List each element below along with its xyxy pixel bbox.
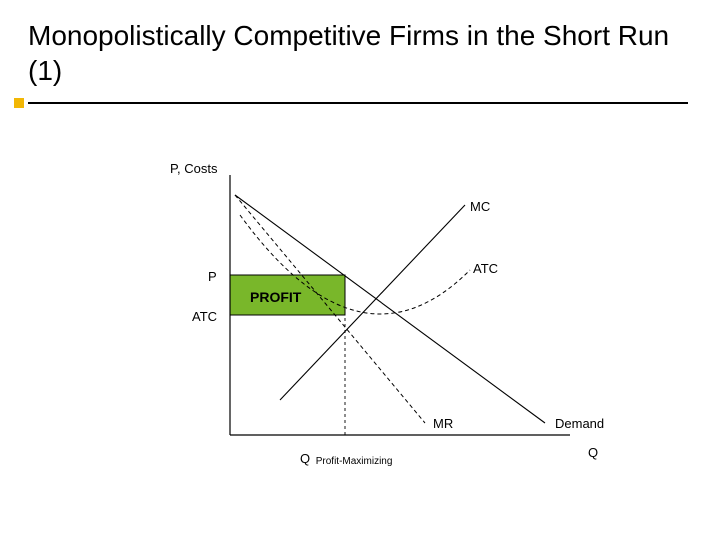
- q-star-q: Q: [300, 451, 310, 466]
- y-axis-label: P, Costs: [170, 161, 217, 176]
- profit-box-label: PROFIT: [250, 289, 301, 305]
- title-accent-square: [14, 98, 24, 108]
- q-star-subscript: Profit-Maximizing: [316, 456, 393, 467]
- mr-curve-label: MR: [433, 416, 453, 431]
- title-underline: [28, 102, 688, 104]
- slide: Monopolistically Competitive Firms in th…: [0, 0, 720, 540]
- q-star-label: Q Profit-Maximizing: [300, 451, 390, 466]
- atc-level-label: ATC: [192, 309, 217, 324]
- x-axis-q-label: Q: [588, 445, 598, 460]
- demand-curve-label: Demand: [555, 416, 604, 431]
- price-label: P: [208, 269, 217, 284]
- mc-curve-label: MC: [470, 199, 490, 214]
- chart-svg: [150, 155, 620, 485]
- economics-chart: P, Costs MC P ATC PROFIT ATC MR Demand Q…: [150, 155, 620, 485]
- atc-curve-label: ATC: [473, 261, 498, 276]
- slide-title: Monopolistically Competitive Firms in th…: [28, 18, 688, 88]
